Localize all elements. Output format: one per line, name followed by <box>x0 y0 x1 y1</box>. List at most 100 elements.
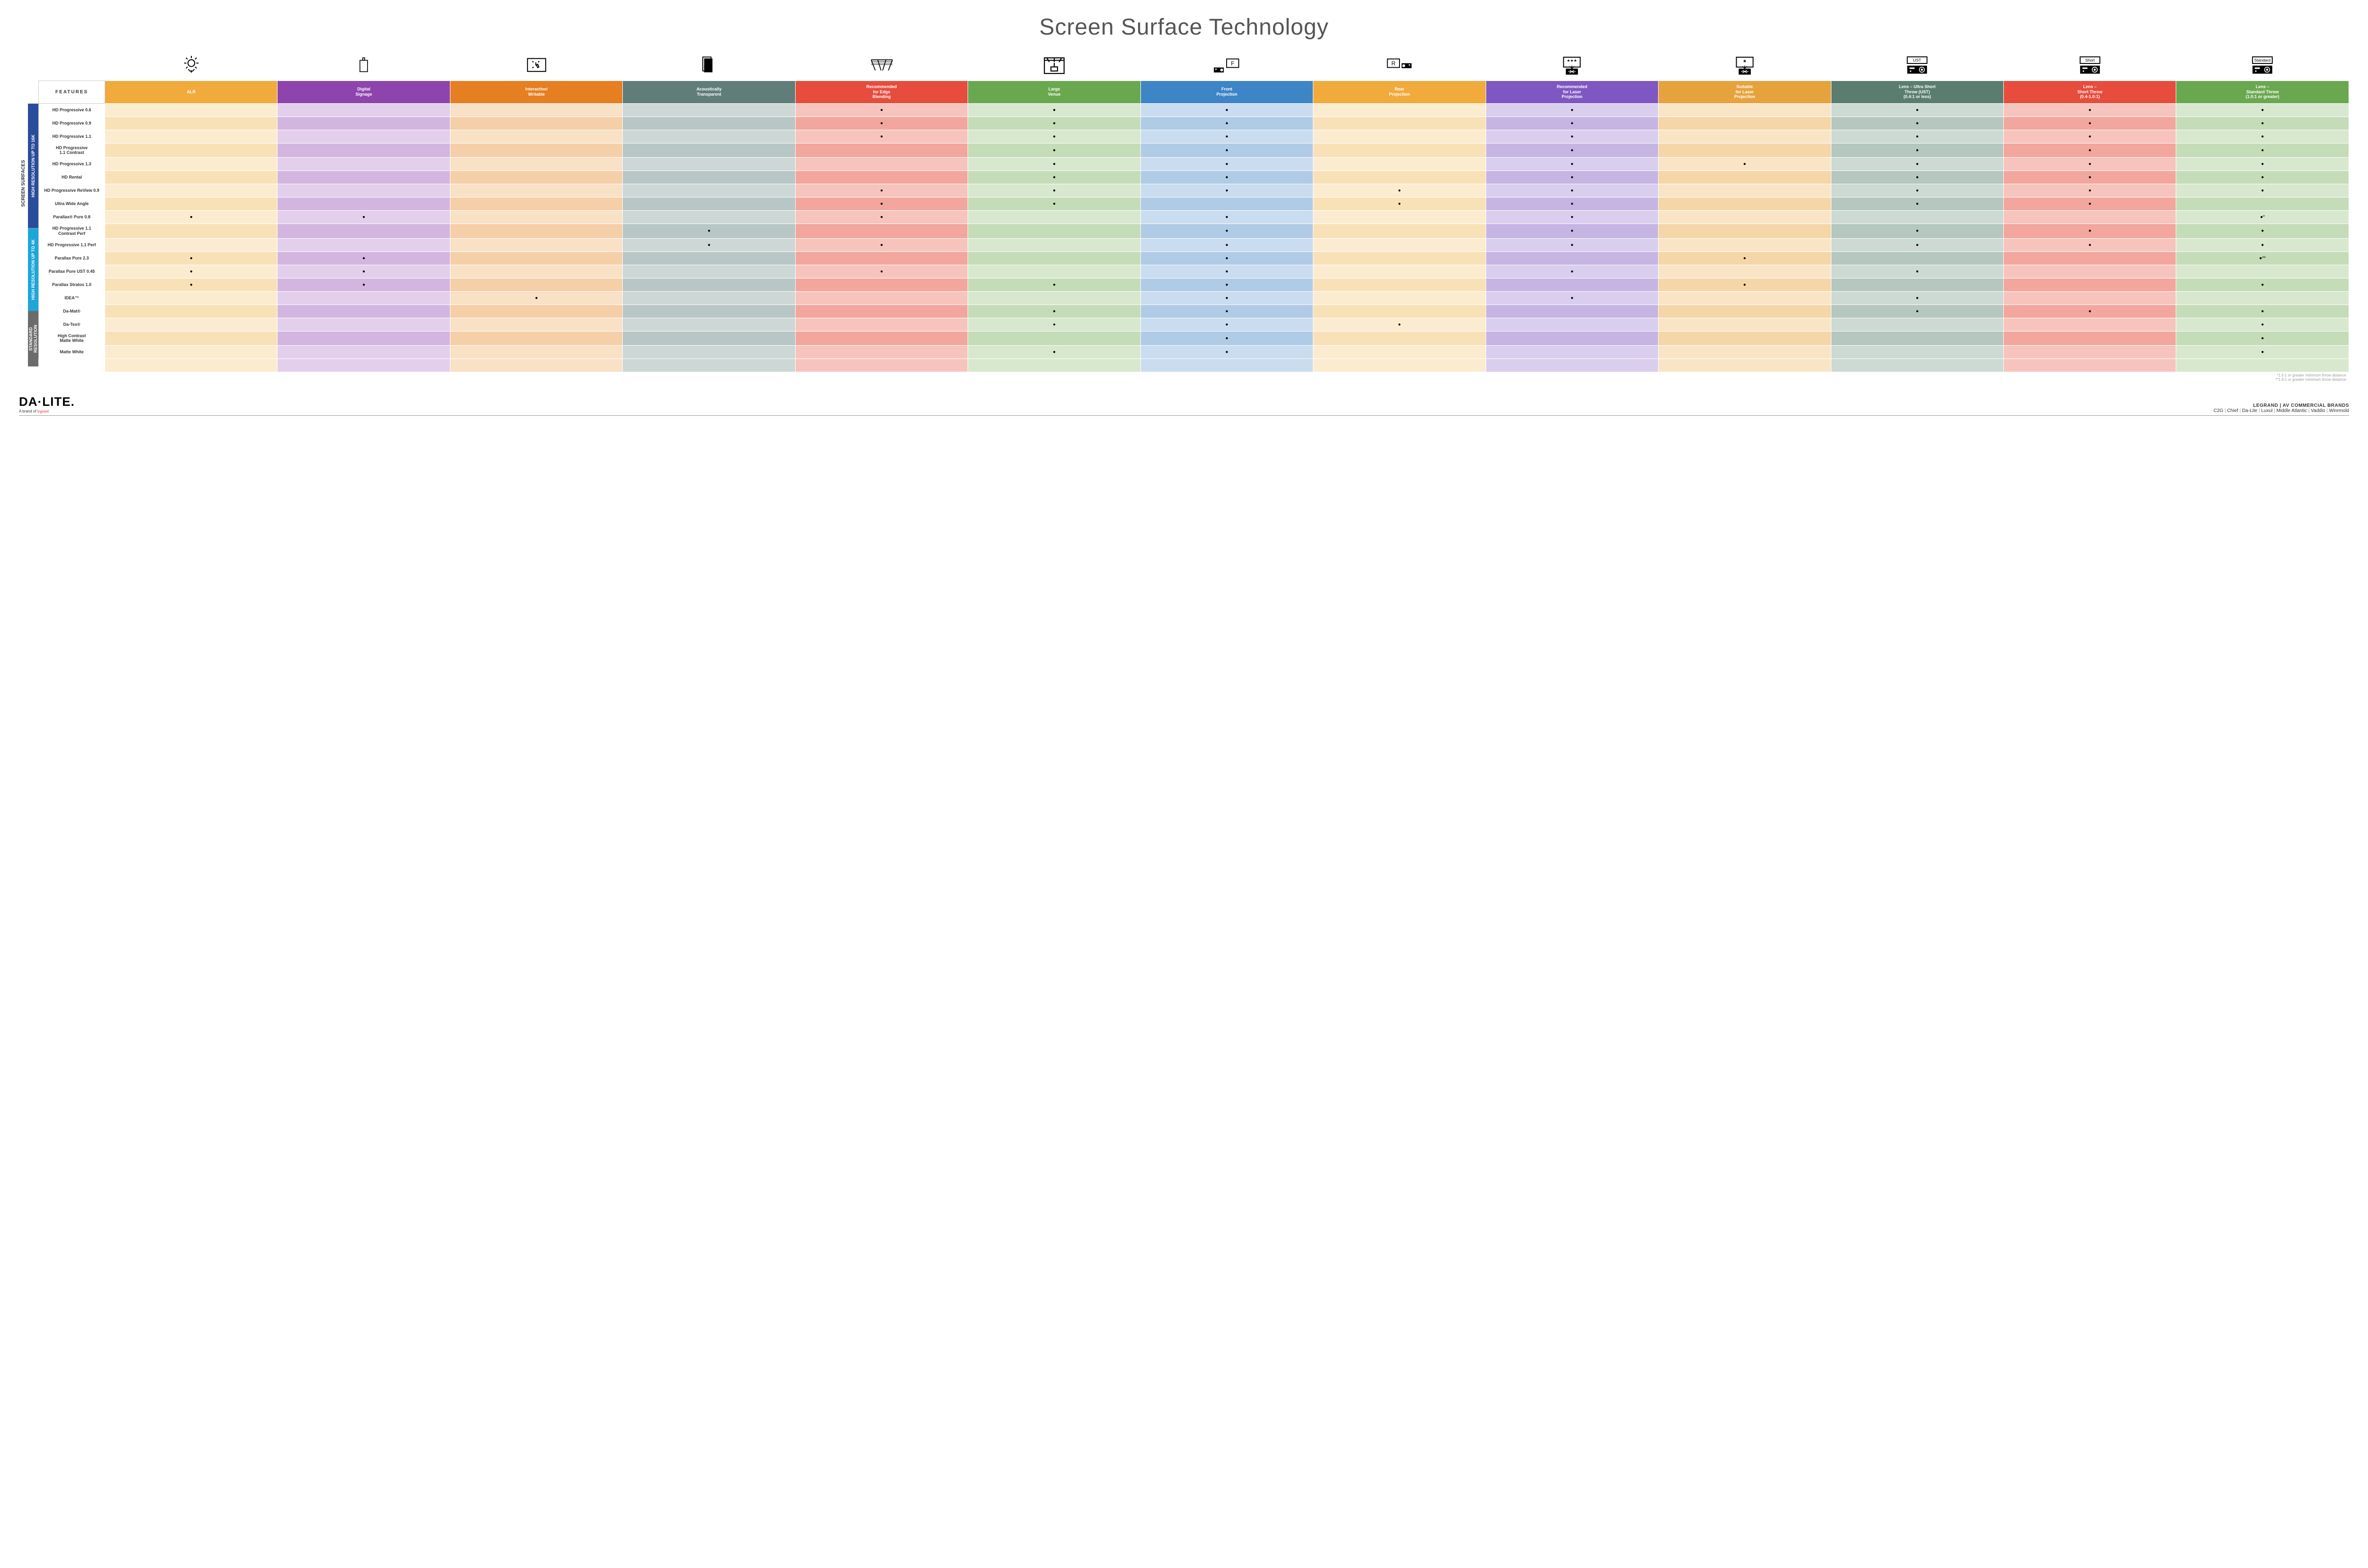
row-label: Parallax Pure 2.3 <box>39 251 105 265</box>
cell: ● <box>278 278 450 291</box>
cell <box>450 305 622 318</box>
cell <box>1140 197 1313 211</box>
col-icon-reclaser: ★★★ <box>1486 52 1658 81</box>
cell <box>2176 265 2349 278</box>
cell: ● <box>1486 116 1658 130</box>
cell: ● <box>968 318 1140 331</box>
cell: ● <box>1486 265 1658 278</box>
cell <box>1313 278 1486 291</box>
cell: ● <box>968 346 1140 359</box>
cell <box>1486 251 1658 265</box>
row-label: HD Progressive 1.1 Perf <box>39 238 105 251</box>
feature-matrix-table: FR★★★★USTShortStandardFEATURESALRDigital… <box>38 52 2349 372</box>
cell <box>278 184 450 197</box>
cell <box>450 158 622 171</box>
cell <box>2003 346 2176 359</box>
cell: ● <box>1140 318 1313 331</box>
cell <box>795 331 968 346</box>
cell: ● <box>1140 251 1313 265</box>
cell: ● <box>1831 158 2003 171</box>
cell <box>2003 251 2176 265</box>
cell: ● <box>2003 184 2176 197</box>
cell <box>1486 278 1658 291</box>
cell <box>1313 251 1486 265</box>
cell: ● <box>1486 238 1658 251</box>
cell: ● <box>2176 171 2349 184</box>
cell: ● <box>1313 197 1486 211</box>
cell: ● <box>2003 130 2176 143</box>
cell <box>1659 318 1831 331</box>
cell <box>105 291 278 305</box>
cell <box>450 265 622 278</box>
cell <box>1659 103 1831 116</box>
cell: ● <box>1313 184 1486 197</box>
cell: ● <box>1486 103 1658 116</box>
col-header-reclaser: Recommendedfor LaserProjection <box>1486 81 1658 103</box>
cell: ● <box>2003 143 2176 158</box>
cell <box>1313 158 1486 171</box>
cell <box>1486 346 1658 359</box>
cell <box>278 158 450 171</box>
cell <box>1313 238 1486 251</box>
row-label: HD Progressive 1.1Contrast Perf <box>39 224 105 239</box>
cell: ● <box>1831 143 2003 158</box>
cell: ● <box>278 211 450 224</box>
cell: ● <box>2003 224 2176 239</box>
cell: ● <box>1140 184 1313 197</box>
cell <box>623 346 795 359</box>
cell <box>623 265 795 278</box>
cell <box>623 305 795 318</box>
cell <box>1313 143 1486 158</box>
row-label: Parallax Stratos 1.0 <box>39 278 105 291</box>
cell: ● <box>1140 158 1313 171</box>
cell <box>623 143 795 158</box>
cell: ● <box>105 265 278 278</box>
cell <box>105 318 278 331</box>
brand-item: Vaddio <box>2307 408 2325 413</box>
svg-text:R: R <box>1391 60 1396 67</box>
cell <box>1659 331 1831 346</box>
cell: ● <box>1140 171 1313 184</box>
col-icon-ust: UST <box>1831 52 2003 81</box>
cell: ● <box>2003 158 2176 171</box>
cell: ● <box>1486 158 1658 171</box>
cell <box>1486 318 1658 331</box>
cell: ● <box>1831 305 2003 318</box>
cell <box>623 331 795 346</box>
cell <box>623 251 795 265</box>
cell <box>795 158 968 171</box>
cell <box>450 346 622 359</box>
cell <box>1659 265 1831 278</box>
col-icon-short: Short <box>2003 52 2176 81</box>
cell: ● <box>1486 224 1658 239</box>
cell <box>450 238 622 251</box>
cell <box>1486 331 1658 346</box>
row-label: HD Progressive1.1 Contrast <box>39 143 105 158</box>
cell <box>1313 346 1486 359</box>
row-label: IDEA™ <box>39 291 105 305</box>
cell <box>2176 197 2349 211</box>
page-footer: DA·LITE. A brand of legrand LEGRAND | AV… <box>19 394 2349 416</box>
cell: ● <box>968 130 1140 143</box>
cell <box>450 197 622 211</box>
svg-text:Short: Short <box>2085 58 2095 63</box>
cell: ● <box>1140 130 1313 143</box>
cell: ● <box>795 238 968 251</box>
cell <box>278 238 450 251</box>
svg-text:★★★: ★★★ <box>1567 58 1577 63</box>
cell: ● <box>2176 130 2349 143</box>
cell: ● <box>968 116 1140 130</box>
cell <box>450 318 622 331</box>
cell: ● <box>2003 197 2176 211</box>
row-label: HD Progressive 0.9 <box>39 116 105 130</box>
cell <box>105 103 278 116</box>
cell: ●** <box>2176 251 2349 265</box>
page-title: Screen Surface Technology <box>19 14 2349 40</box>
col-header-front: FrontProjection <box>1140 81 1313 103</box>
col-header-alr: ALR <box>105 81 278 103</box>
cell <box>1659 346 1831 359</box>
cell <box>1831 278 2003 291</box>
cell: ● <box>450 291 622 305</box>
col-icon-acoustic <box>623 52 795 81</box>
cell: ● <box>1486 143 1658 158</box>
